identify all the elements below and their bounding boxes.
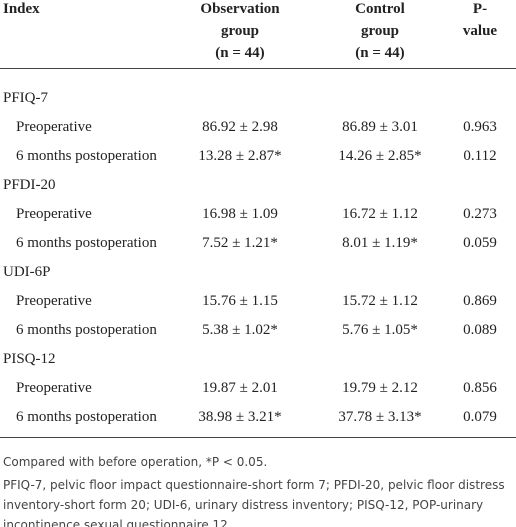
row-label: Preoperative: [16, 293, 92, 309]
cell-value: 86.89 ± 3.01: [342, 119, 418, 135]
footnote: PFIQ-7, pelvic floor impact questionnair…: [3, 478, 505, 527]
group-name: PISQ-12: [3, 351, 56, 367]
row-label: Preoperative: [16, 380, 92, 396]
row-label: 6 months postoperation: [16, 148, 157, 164]
group-name: UDI-6P: [3, 264, 51, 280]
cell-value: 14.26 ± 2.85*: [338, 148, 422, 164]
cell-value: 0.059: [463, 235, 497, 251]
cell-value: 0.112: [463, 148, 497, 164]
cell-value: 5.76 ± 1.05*: [342, 322, 418, 338]
row-label: Preoperative: [16, 206, 92, 222]
cell-value: 0.089: [463, 322, 497, 338]
cell-value: 0.869: [463, 293, 497, 309]
cell-value: 86.92 ± 2.98: [202, 119, 278, 135]
row-label: Preoperative: [16, 119, 92, 135]
cell-value: 0.856: [463, 380, 497, 396]
cell-value: 37.78 ± 3.13*: [338, 409, 422, 425]
cell-value: 19.87 ± 2.01: [202, 380, 278, 396]
column-header: Index: [3, 1, 40, 17]
row-label: 6 months postoperation: [16, 409, 157, 425]
cell-value: 7.52 ± 1.21*: [202, 235, 278, 251]
cell-value: 15.76 ± 1.15: [202, 293, 278, 309]
column-header: Control group (n = 44): [355, 1, 405, 61]
cell-value: 16.98 ± 1.09: [202, 206, 278, 222]
footnote: Compared with before operation, *P < 0.0…: [3, 455, 268, 469]
cell-value: 8.01 ± 1.19*: [342, 235, 418, 251]
row-label: 6 months postoperation: [16, 322, 157, 338]
cell-value: 15.72 ± 1.12: [342, 293, 418, 309]
cell-value: 0.963: [463, 119, 497, 135]
bottom-rule: [0, 437, 516, 438]
cell-value: 16.72 ± 1.12: [342, 206, 418, 222]
column-header: Observation group (n = 44): [200, 1, 280, 61]
column-header: P- value: [462, 1, 498, 39]
cell-value: 19.79 ± 2.12: [342, 380, 418, 396]
header-rule: [0, 68, 516, 69]
group-name: PFIQ-7: [3, 90, 49, 106]
cell-value: 0.273: [463, 206, 497, 222]
group-name: PFDI-20: [3, 177, 56, 193]
cell-value: 5.38 ± 1.02*: [202, 322, 278, 338]
cell-value: 13.28 ± 2.87*: [198, 148, 282, 164]
cell-value: 38.98 ± 3.21*: [198, 409, 282, 425]
cell-value: 0.079: [463, 409, 497, 425]
row-label: 6 months postoperation: [16, 235, 157, 251]
